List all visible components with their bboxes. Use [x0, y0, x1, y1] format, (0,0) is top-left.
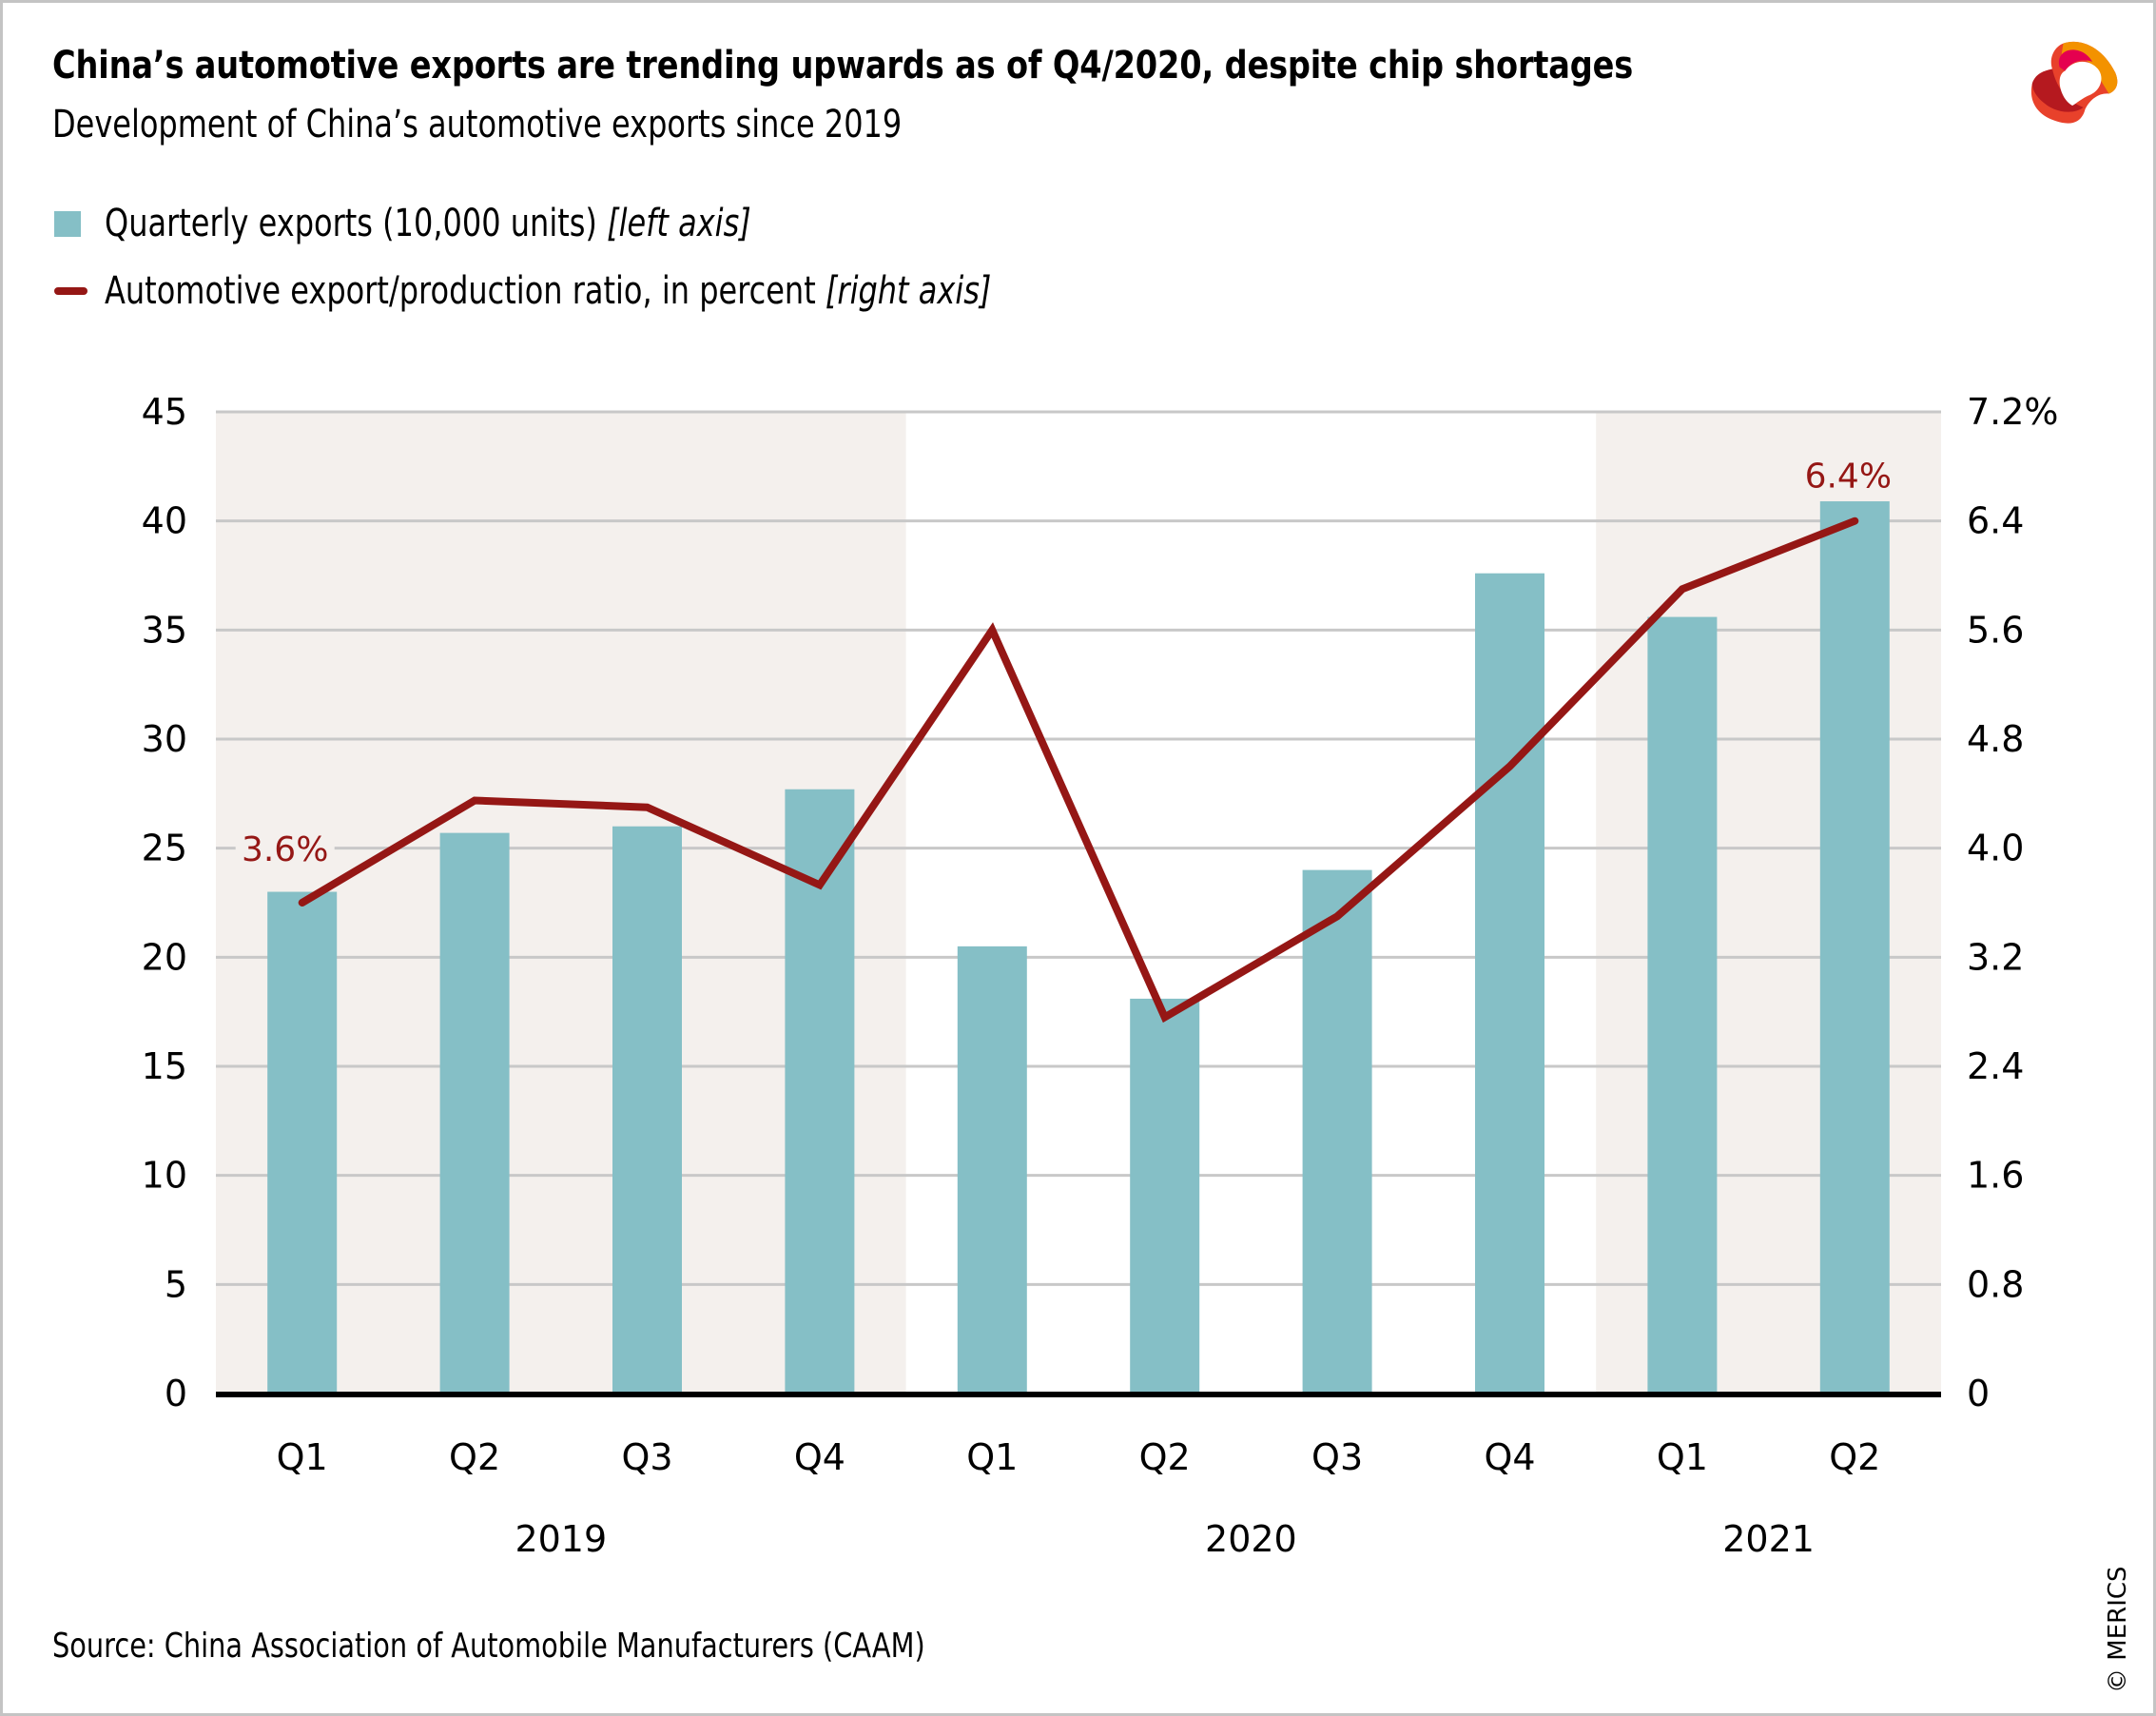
x-axis-quarter-label: Q1	[277, 1436, 328, 1478]
x-axis-quarter-label: Q3	[621, 1436, 672, 1478]
left-axis-tick-label: 45	[142, 391, 187, 433]
left-axis-tick-label: 25	[142, 828, 187, 869]
x-axis-quarter-label: Q3	[1311, 1436, 1363, 1478]
tick-labels-layer: 0 0 5 0.8 10 1.6 15 2.4 20 3.2 25 4.0 30 4.8 35 5.6 40 6.…	[142, 391, 2059, 1560]
export-bar	[957, 946, 1027, 1394]
left-axis-tick-label: 30	[142, 718, 187, 760]
x-axis-year-label: 2020	[1205, 1518, 1297, 1560]
export-bar	[785, 789, 855, 1394]
x-axis-quarter-label: Q1	[1657, 1436, 1708, 1478]
merics-logo-icon	[2030, 41, 2118, 124]
legend-item-exports: Quarterly exports (10,000 units) [left a…	[54, 200, 913, 247]
legend-label-exports: Quarterly exports (10,000 units) [left a…	[105, 202, 751, 245]
export-bar	[1475, 573, 1544, 1394]
legend-label-text: Quarterly exports (10,000 units)	[105, 202, 608, 245]
export-bar	[612, 826, 682, 1394]
x-axis-year-label: 2019	[515, 1518, 607, 1560]
left-axis-tick-label: 20	[142, 936, 187, 978]
x-axis-quarter-label: Q2	[449, 1436, 500, 1478]
x-axis-quarter-label: Q1	[966, 1436, 1018, 1478]
export-bar	[439, 832, 510, 1394]
right-axis-tick-label: 7.2%	[1967, 391, 2059, 433]
annotation-label: 3.6%	[242, 830, 328, 869]
source-note: Source: China Association of Automobile …	[52, 1627, 1143, 1666]
right-axis-tick-label: 4.8	[1967, 718, 2024, 760]
right-axis-tick-label: 2.4	[1967, 1045, 2024, 1087]
right-axis-tick-label: 0	[1967, 1373, 1990, 1414]
ratio-line-layer	[298, 517, 1859, 1024]
copyright-note: © MERICS	[2104, 1566, 2132, 1693]
left-axis-tick-label: 15	[142, 1045, 187, 1087]
chart-title: China’s automotive exports are trending …	[52, 44, 1934, 88]
left-axis-tick-label: 40	[142, 500, 187, 542]
left-axis-tick-label: 5	[165, 1263, 187, 1305]
export-bar	[1302, 869, 1372, 1394]
x-axis-quarter-label: Q2	[1829, 1436, 1880, 1478]
right-axis-tick-label: 1.6	[1967, 1155, 2024, 1197]
right-axis-tick-label: 0.8	[1967, 1263, 2024, 1305]
chart-subtitle-text: Development of China’s automotive export…	[52, 103, 903, 146]
legend-label-text: Automotive export/production ratio, in p…	[105, 269, 825, 313]
chart-subtitle: Development of China’s automotive export…	[52, 103, 1115, 146]
annotation-background	[235, 830, 335, 868]
export-bar	[1647, 616, 1718, 1394]
ratio-line	[298, 517, 1859, 1024]
legend-axis-note: [left axis]	[607, 202, 751, 245]
chart-title-text: China’s automotive exports are trending …	[52, 44, 1634, 88]
legend-line-swatch-icon	[54, 287, 87, 295]
x-axis-quarter-label: Q4	[794, 1436, 845, 1478]
bars-layer	[267, 501, 1890, 1394]
source-text: Source: China Association of Automobile …	[52, 1627, 925, 1666]
export-bar	[1130, 998, 1200, 1394]
annotation-background	[1798, 457, 1898, 496]
x-axis-quarter-label: Q2	[1139, 1436, 1191, 1478]
right-axis-tick-label: 5.6	[1967, 609, 2024, 651]
export-bar	[267, 891, 338, 1394]
legend-label-ratio: Automotive export/production ratio, in p…	[105, 269, 991, 313]
x-axis-quarter-label: Q4	[1484, 1436, 1535, 1478]
left-axis-tick-label: 35	[142, 609, 187, 651]
right-axis-tick-label: 4.0	[1967, 828, 2024, 869]
export-bar	[1819, 501, 1890, 1394]
legend-item-ratio: Automotive export/production ratio, in p…	[54, 267, 1213, 315]
x-axis-year-label: 2021	[1722, 1518, 1815, 1560]
right-axis-tick-label: 6.4	[1967, 500, 2024, 542]
annotation-label: 6.4%	[1805, 458, 1892, 497]
left-axis-tick-label: 0	[165, 1373, 187, 1414]
legend-axis-note: [right axis]	[825, 269, 992, 313]
left-axis-tick-label: 10	[142, 1155, 187, 1197]
legend-square-swatch-icon	[54, 210, 81, 237]
right-axis-tick-label: 3.2	[1967, 936, 2024, 978]
annotations-layer: 3.6% 6.4%	[235, 457, 1898, 869]
